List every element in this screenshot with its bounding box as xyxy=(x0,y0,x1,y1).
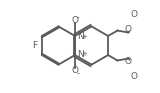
Text: O: O xyxy=(72,16,79,25)
Text: O: O xyxy=(72,66,79,75)
Text: N: N xyxy=(77,50,84,59)
Text: O: O xyxy=(131,72,138,81)
Text: O: O xyxy=(125,57,132,66)
Text: -: - xyxy=(76,13,79,22)
Text: -: - xyxy=(76,69,79,78)
Text: F: F xyxy=(32,41,38,50)
Text: O: O xyxy=(131,10,138,19)
Text: +: + xyxy=(81,51,87,57)
Text: O: O xyxy=(125,25,132,35)
Text: +: + xyxy=(81,34,87,40)
Text: N: N xyxy=(77,32,84,41)
